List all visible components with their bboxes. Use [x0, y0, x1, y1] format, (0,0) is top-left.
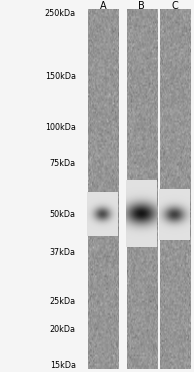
Text: 37kDa: 37kDa: [50, 248, 76, 257]
Text: 20kDa: 20kDa: [50, 325, 76, 334]
Bar: [159, 9, 190, 369]
Bar: [126, 9, 157, 369]
Text: 250kDa: 250kDa: [45, 9, 76, 17]
Text: A: A: [100, 1, 106, 11]
Text: 100kDa: 100kDa: [45, 123, 76, 132]
Text: 25kDa: 25kDa: [49, 297, 76, 306]
Text: B: B: [138, 1, 145, 11]
Text: 150kDa: 150kDa: [45, 73, 76, 81]
Text: 75kDa: 75kDa: [49, 159, 76, 168]
Text: 15kDa: 15kDa: [50, 361, 76, 370]
Text: 50kDa: 50kDa: [50, 210, 76, 219]
Text: C: C: [171, 1, 178, 11]
Bar: [88, 9, 118, 369]
